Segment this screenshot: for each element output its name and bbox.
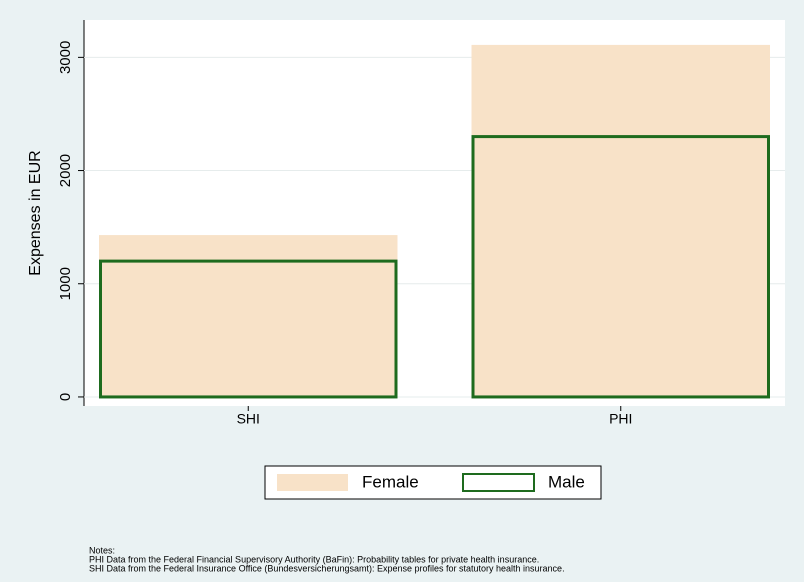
bar — [471, 44, 770, 397]
y-axis-label: Expenses in EUR — [27, 150, 44, 275]
x-tick-label: SHI — [237, 411, 260, 427]
legend — [264, 465, 602, 500]
note: PHI Data from the Federal Financial Supe… — [89, 554, 539, 564]
legend-label: Male — [548, 472, 585, 491]
bar — [471, 135, 770, 399]
y-tick-label: 2000 — [57, 154, 74, 187]
legend-swatch — [462, 473, 535, 492]
bar — [99, 259, 398, 399]
note: SHI Data from the Federal Insurance Offi… — [89, 563, 565, 573]
note: Notes: — [89, 545, 115, 555]
y-tick-label: 3000 — [57, 41, 74, 74]
legend-swatch — [277, 474, 348, 491]
y-tick-label: 1000 — [57, 267, 74, 300]
x-tick-label: PHI — [609, 411, 632, 427]
bar — [99, 235, 398, 397]
legend-label: Female — [362, 472, 419, 491]
y-tick-label: 0 — [57, 393, 74, 401]
